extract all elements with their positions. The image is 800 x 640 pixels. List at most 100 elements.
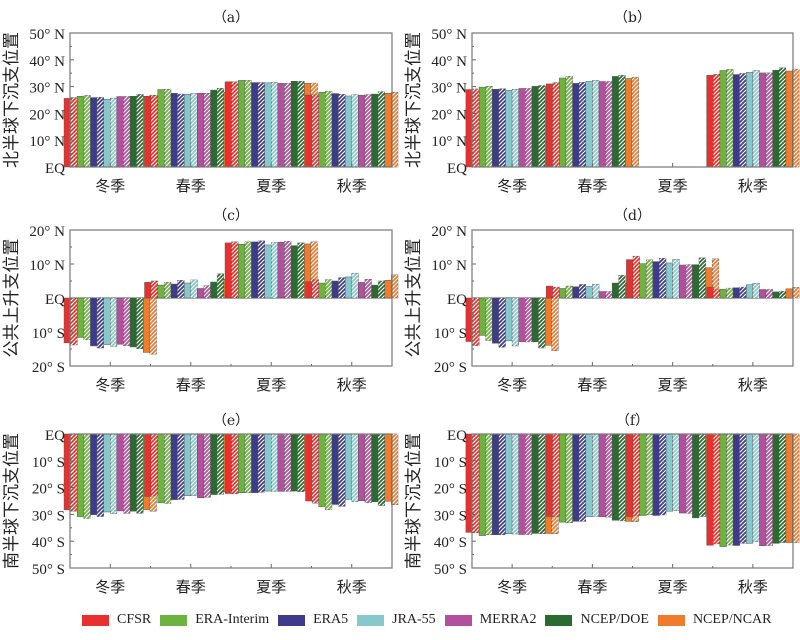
bar-merra2-solid (197, 288, 205, 299)
bar-jra-55-solid (585, 433, 593, 517)
bar-hatch-overlay (752, 70, 760, 167)
bar-hatch-overlay (110, 98, 117, 167)
y-tick-label: 20° N (29, 224, 65, 240)
bar-hatch-overlay (672, 434, 680, 511)
legend-swatch (160, 614, 188, 626)
bar-era5-solid (732, 287, 740, 299)
legend-item-era-interim: ERA-Interim (160, 612, 269, 628)
y-tick-label: 10° S (32, 326, 65, 342)
x-tick-label: 冬季 (95, 177, 125, 195)
bar-merra2-solid (277, 83, 285, 168)
bar-hatch-overlay (752, 283, 760, 298)
bar-cfsr-solid (224, 81, 232, 168)
legend-swatch (444, 614, 472, 626)
panel-title: （e） (213, 413, 249, 429)
x-tick-label: 夏季 (256, 578, 286, 596)
bar-hatch-overlay (605, 434, 613, 518)
bar-merra2-solid (277, 433, 285, 492)
bar-hatch-overlay (712, 258, 719, 298)
legend-label: NCEP/NCAR (692, 612, 772, 627)
bar-hatch-overlay (83, 434, 91, 519)
y-tick-label: 50° N (29, 27, 65, 43)
bar-merra2-solid (759, 289, 767, 299)
legend-item-ncep-ncar: NCEP/NCAR (657, 612, 772, 628)
bar-ncep-doe-solid (531, 433, 539, 534)
bar-hatch-overlay (203, 93, 211, 167)
bar-hatch-overlay (136, 94, 144, 167)
bar-era5-solid (492, 297, 500, 344)
bar-hatch-overlay (284, 241, 292, 298)
bar-hatch-overlay (631, 77, 639, 167)
bar-hatch-overlay (618, 75, 626, 167)
bar-hatch-overlay (498, 298, 506, 348)
bar-hatch-overlay (739, 434, 747, 544)
bar-cfsr-solid (144, 282, 152, 299)
y-tick-label: 10° N (431, 258, 467, 274)
bar-cfsr-solid (305, 281, 313, 299)
bar-hatch-overlay (766, 434, 773, 546)
bar-hatch-overlay (312, 94, 319, 167)
bar-jra-55-solid (183, 94, 191, 168)
bar-hatch-overlay (538, 434, 546, 534)
bar-cfsr-solid (224, 242, 232, 299)
bar-merra2-solid (197, 93, 205, 168)
bar-jra-55-solid (344, 433, 352, 500)
bar-hatch-overlay (378, 281, 385, 298)
bar-hatch-overlay (498, 434, 506, 535)
bar-ncep-ncar-solid (785, 70, 793, 168)
bar-cfsr-solid (144, 433, 152, 497)
legend-label: NCEP/DOE (580, 612, 649, 627)
bar-cfsr-solid (305, 94, 313, 168)
bar-ncep-doe-solid (129, 297, 137, 348)
bar-hatch-overlay (699, 434, 706, 517)
bar-hatch-overlay (498, 88, 506, 167)
y-axis-label: 南半球下沉支位置 (404, 433, 424, 569)
legend-item-jra-55: JRA-55 (357, 612, 436, 628)
bar-merra2-solid (358, 282, 366, 299)
plot-frame (69, 433, 393, 569)
x-tick-label: 夏季 (256, 376, 286, 394)
bar-hatch-overlay (552, 434, 560, 517)
y-axis-label: 公共上升支位置 (2, 239, 22, 358)
bar-jra-55-solid (585, 81, 593, 168)
bar-merra2-solid (116, 96, 124, 168)
y-tick-label: 10° N (29, 134, 65, 150)
bar-ncep-doe-solid (210, 89, 218, 168)
bar-cfsr-solid (305, 433, 313, 502)
bar-merra2-solid (277, 241, 285, 299)
bar-hatch-overlay (472, 298, 480, 346)
bar-cfsr-solid (144, 95, 152, 168)
bar-merra2-solid (116, 297, 124, 345)
bar-jra-55-solid (103, 433, 111, 513)
bar-jra-55-solid (183, 282, 191, 299)
bar-jra-55-solid (264, 244, 272, 299)
bar-hatch-overlay (752, 434, 760, 542)
bar-era-interim-solid (77, 95, 85, 168)
bar-hatch-overlay (525, 434, 532, 535)
bar-hatch-overlay (605, 81, 613, 167)
bar-era-interim-solid (639, 263, 647, 299)
bar-hatch-overlay (525, 298, 532, 342)
bar-hatch-overlay (592, 80, 599, 167)
bar-ncep-ncar-solid (384, 280, 392, 299)
y-axis-label: 公共上升支位置 (404, 239, 424, 358)
y-tick-label: 10° S (434, 326, 467, 342)
bar-merra2-solid (197, 433, 205, 499)
bar-cfsr-solid (626, 259, 634, 299)
bar-hatch-overlay (149, 298, 157, 355)
panel-title: （c） (213, 208, 249, 224)
x-tick-label: 冬季 (497, 578, 527, 596)
bar-hatch-overlay (351, 434, 359, 502)
bar-ncep-ncar-solid (384, 433, 392, 502)
bar-jra-55-solid (264, 82, 272, 168)
bar-hatch-overlay (659, 258, 667, 298)
bar-hatch-overlay (271, 242, 278, 298)
bar-era-interim-solid (559, 77, 567, 168)
x-tick-label: 秋季 (337, 578, 367, 596)
bar-hatch-overlay (565, 434, 573, 523)
bar-hatch-overlay (779, 67, 786, 167)
bar-hatch-overlay (565, 286, 573, 298)
bar-hatch-overlay (136, 434, 144, 514)
